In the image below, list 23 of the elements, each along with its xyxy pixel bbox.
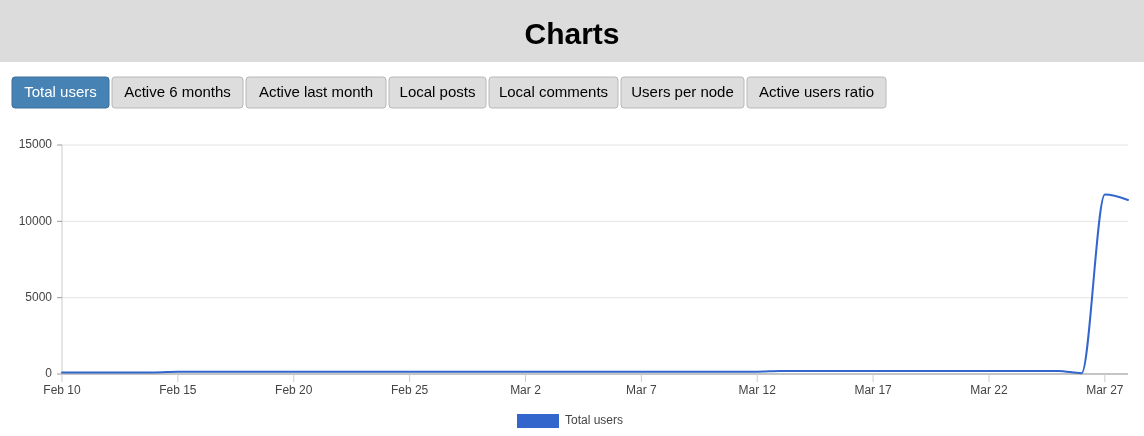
tab-button: Active 6 months — [111, 76, 244, 109]
x-tick-label: Feb 10 — [43, 383, 82, 398]
x-tick-label: Feb 20 — [275, 383, 313, 398]
x-tick-label: Mar 12 — [738, 383, 777, 398]
tab-button: Local posts — [388, 76, 487, 109]
chart-title: Charts — [524, 16, 620, 50]
y-tick-label: 10000 — [18, 213, 53, 228]
x-tick-label: Mar 27 — [1086, 383, 1124, 398]
tab-button: Users per node — [620, 76, 745, 109]
tab-button: Local comments — [488, 76, 619, 109]
tab-button: Active users ratio — [746, 76, 887, 109]
x-tick-label: Feb 15 — [159, 383, 197, 398]
y-tick-label: 15000 — [18, 137, 53, 152]
x-tick-label: Mar 22 — [970, 383, 1008, 398]
tab-button: Total users — [11, 76, 110, 109]
legend-label: Total users — [565, 413, 624, 428]
y-tick-label: 0 — [45, 366, 53, 381]
x-tick-label: Mar 2 — [510, 383, 542, 398]
y-tick-label: 5000 — [25, 289, 53, 304]
x-tick-label: Feb 25 — [390, 383, 429, 398]
tab-button: Active last month — [245, 76, 387, 109]
x-tick-label: Mar 7 — [626, 383, 657, 398]
x-tick-label: Mar 17 — [854, 383, 893, 398]
